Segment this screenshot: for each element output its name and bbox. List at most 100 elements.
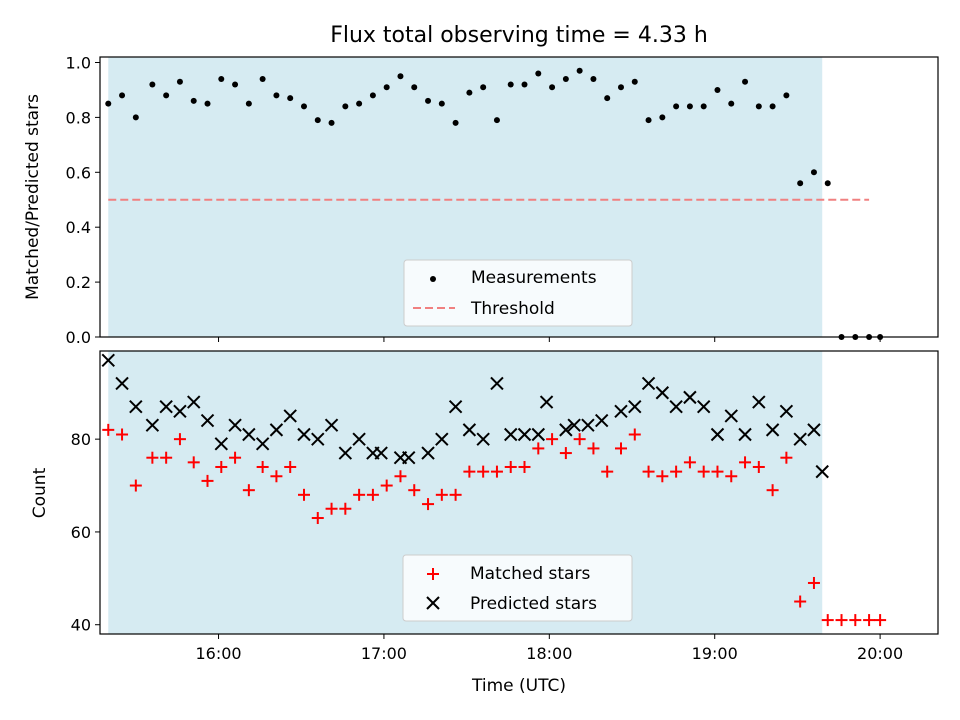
- predicted-star-point: [581, 418, 595, 432]
- predicted-star-point: [738, 427, 752, 442]
- predicted-star-point: [129, 399, 143, 414]
- matched-star-point: [711, 465, 724, 478]
- measurement-point: [397, 73, 404, 80]
- predicted-star-point: [641, 376, 656, 391]
- matched-star-point: [766, 484, 779, 497]
- measurement-point: [425, 97, 432, 104]
- matched-star-point: [670, 465, 683, 478]
- matched-star-point: [297, 488, 310, 501]
- measurement-point: [232, 81, 239, 88]
- matched-star-point: [697, 465, 710, 478]
- y-tick-label: 40: [71, 616, 91, 635]
- predicted-star-point: [531, 427, 546, 442]
- predicted-star-point: [269, 423, 284, 437]
- top-panel: Flux total observing time = 4.33 h 0.00.…: [23, 23, 939, 347]
- measurement-point: [149, 81, 156, 88]
- measurement-point: [314, 117, 321, 124]
- predicted-star-point: [101, 353, 115, 367]
- matched-star-point: [284, 460, 297, 473]
- y-tick-label: 0.6: [66, 163, 91, 182]
- top-y-axis-label: Matched/Predicted stars: [23, 94, 43, 300]
- predicted-star-point: [173, 404, 187, 419]
- matched-star-point: [614, 442, 627, 455]
- measurement-point: [742, 78, 749, 85]
- measurement-point: [700, 103, 707, 110]
- measurement-point: [356, 100, 363, 107]
- matched-star-point: [422, 498, 435, 511]
- predicted-star-point: [765, 423, 780, 437]
- matched-star-point: [683, 456, 696, 469]
- matched-star-point: [146, 451, 159, 464]
- matched-star-point: [129, 479, 142, 492]
- matched-star-point: [725, 470, 738, 483]
- matched-star-point: [408, 484, 421, 497]
- predicted-star-point: [539, 395, 554, 409]
- predicted-star-point: [200, 413, 215, 428]
- measurement-point: [163, 92, 170, 99]
- predicted-star-point: [490, 376, 504, 391]
- predicted-star-point: [228, 418, 242, 432]
- x-tick-label: 19:00: [692, 644, 738, 663]
- matched-star-point: [807, 576, 820, 589]
- matched-star-point: [242, 484, 255, 497]
- predicted-star-point: [807, 423, 821, 437]
- predicted-star-point: [752, 395, 766, 409]
- predicted-star-point: [448, 399, 463, 414]
- predicted-star-point: [283, 409, 297, 423]
- measurement-point: [521, 81, 528, 88]
- matched-star-point: [380, 479, 393, 492]
- matched-star-point: [532, 442, 545, 455]
- matched-star-point: [863, 614, 876, 627]
- measurement-point: [342, 103, 349, 110]
- predicted-star-point: [242, 427, 256, 442]
- bottom-marks: [101, 353, 887, 627]
- measurement-point: [493, 117, 500, 124]
- predicted-star-point: [724, 409, 738, 423]
- matched-star-point: [366, 488, 379, 501]
- measurement-point: [617, 84, 624, 91]
- legend-label-matched: Matched stars: [470, 564, 590, 584]
- predicted-star-point: [462, 423, 477, 437]
- matched-star-point: [874, 614, 887, 627]
- x-tick-label: 18:00: [526, 644, 572, 663]
- predicted-star-point: [710, 427, 725, 442]
- measurement-point: [218, 75, 225, 82]
- measurement-point: [824, 180, 831, 187]
- bottom-y-ticks: 40 60 80: [71, 430, 100, 635]
- measurement-point: [535, 70, 542, 77]
- bottom-panel: 40 60 80 16:00 17:00 18:00 19:00 20:00 Count T…: [30, 350, 939, 696]
- predicted-star-point: [297, 427, 311, 442]
- predicted-star-point: [628, 399, 642, 414]
- predicted-star-point: [504, 427, 518, 442]
- matched-star-point: [656, 470, 669, 483]
- predicted-star-point: [779, 404, 794, 419]
- measurement-point: [132, 114, 139, 121]
- predicted-star-point: [669, 399, 683, 414]
- matched-star-point: [215, 460, 228, 473]
- matched-star-point: [849, 614, 862, 627]
- matched-star-point: [587, 442, 600, 455]
- measurement-point: [438, 100, 445, 107]
- predicted-star-point: [683, 390, 697, 405]
- measurement-point: [507, 81, 514, 88]
- predicted-star-point: [421, 446, 435, 460]
- measurement-point: [590, 75, 597, 82]
- predicted-star-point: [374, 446, 388, 460]
- matched-star-point: [353, 488, 366, 501]
- matched-star-point: [573, 433, 586, 446]
- legend-x-marker: [426, 596, 440, 610]
- measurement-point: [287, 95, 294, 102]
- matched-star-point: [504, 460, 517, 473]
- matched-star-point: [160, 451, 173, 464]
- matched-star-point: [477, 465, 490, 478]
- matched-star-point: [256, 460, 269, 473]
- predicted-star-point: [559, 423, 573, 437]
- predicted-star-point: [159, 399, 173, 414]
- legend-dot-marker: [430, 276, 436, 282]
- chart-title: Flux total observing time = 4.33 h: [330, 23, 708, 48]
- matched-star-point: [642, 465, 655, 478]
- measurement-point: [659, 114, 666, 121]
- x-tick-label: 20:00: [857, 644, 903, 663]
- matched-star-point: [780, 451, 793, 464]
